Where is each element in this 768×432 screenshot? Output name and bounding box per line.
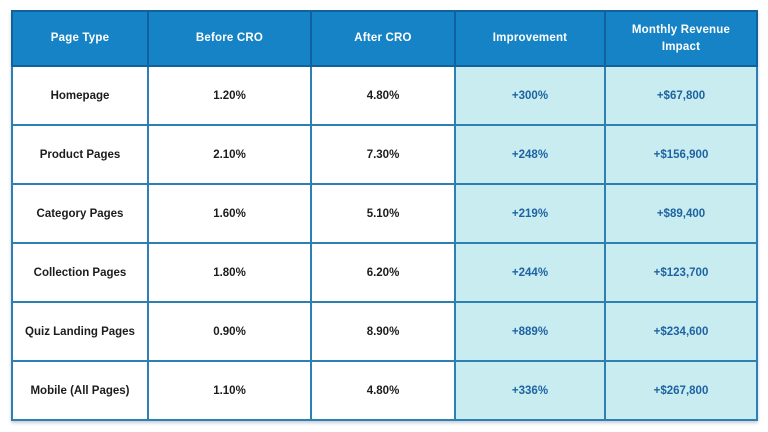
cell-before-cro: 1.20% bbox=[147, 65, 312, 126]
cell-revenue-impact: +$67,800 bbox=[604, 65, 758, 126]
cell-before-cro: 0.90% bbox=[147, 301, 312, 362]
table-row: Product Pages 2.10% 7.30% +248% +$156,90… bbox=[11, 124, 758, 185]
cell-improvement: +248% bbox=[454, 124, 606, 185]
cell-improvement: +300% bbox=[454, 65, 606, 126]
column-header-improvement: Improvement bbox=[454, 10, 606, 67]
cell-improvement: +244% bbox=[454, 242, 606, 303]
table-row: Quiz Landing Pages 0.90% 8.90% +889% +$2… bbox=[11, 301, 758, 362]
cell-page-type: Product Pages bbox=[11, 124, 149, 185]
cell-revenue-impact: +$89,400 bbox=[604, 183, 758, 244]
cell-after-cro: 5.10% bbox=[310, 183, 456, 244]
table-row: Category Pages 1.60% 5.10% +219% +$89,40… bbox=[11, 183, 758, 244]
cell-after-cro: 8.90% bbox=[310, 301, 456, 362]
cell-improvement: +336% bbox=[454, 360, 606, 421]
column-header-after-cro: After CRO bbox=[310, 10, 456, 67]
cell-page-type: Quiz Landing Pages bbox=[11, 301, 149, 362]
cell-page-type: Category Pages bbox=[11, 183, 149, 244]
cell-revenue-impact: +$267,800 bbox=[604, 360, 758, 421]
cell-before-cro: 1.10% bbox=[147, 360, 312, 421]
table-body: Homepage 1.20% 4.80% +300% +$67,800 Prod… bbox=[11, 65, 758, 421]
cell-before-cro: 1.60% bbox=[147, 183, 312, 244]
header-row: Page Type Before CRO After CRO Improveme… bbox=[11, 10, 758, 67]
cell-after-cro: 4.80% bbox=[310, 360, 456, 421]
cell-page-type: Mobile (All Pages) bbox=[11, 360, 149, 421]
cell-revenue-impact: +$234,600 bbox=[604, 301, 758, 362]
cell-before-cro: 1.80% bbox=[147, 242, 312, 303]
cell-after-cro: 4.80% bbox=[310, 65, 456, 126]
cro-results-table: Page Type Before CRO After CRO Improveme… bbox=[11, 10, 758, 421]
column-header-before-cro: Before CRO bbox=[147, 10, 312, 67]
table-header: Page Type Before CRO After CRO Improveme… bbox=[11, 10, 758, 67]
cell-improvement: +889% bbox=[454, 301, 606, 362]
column-header-monthly-revenue-impact: Monthly Revenue Impact bbox=[604, 10, 758, 67]
cell-revenue-impact: +$156,900 bbox=[604, 124, 758, 185]
table-row: Homepage 1.20% 4.80% +300% +$67,800 bbox=[11, 65, 758, 126]
cell-page-type: Homepage bbox=[11, 65, 149, 126]
table-row: Mobile (All Pages) 1.10% 4.80% +336% +$2… bbox=[11, 360, 758, 421]
column-header-page-type: Page Type bbox=[11, 10, 149, 67]
cell-improvement: +219% bbox=[454, 183, 606, 244]
cell-after-cro: 7.30% bbox=[310, 124, 456, 185]
cell-revenue-impact: +$123,700 bbox=[604, 242, 758, 303]
cell-before-cro: 2.10% bbox=[147, 124, 312, 185]
cell-page-type: Collection Pages bbox=[11, 242, 149, 303]
table-row: Collection Pages 1.80% 6.20% +244% +$123… bbox=[11, 242, 758, 303]
cell-after-cro: 6.20% bbox=[310, 242, 456, 303]
